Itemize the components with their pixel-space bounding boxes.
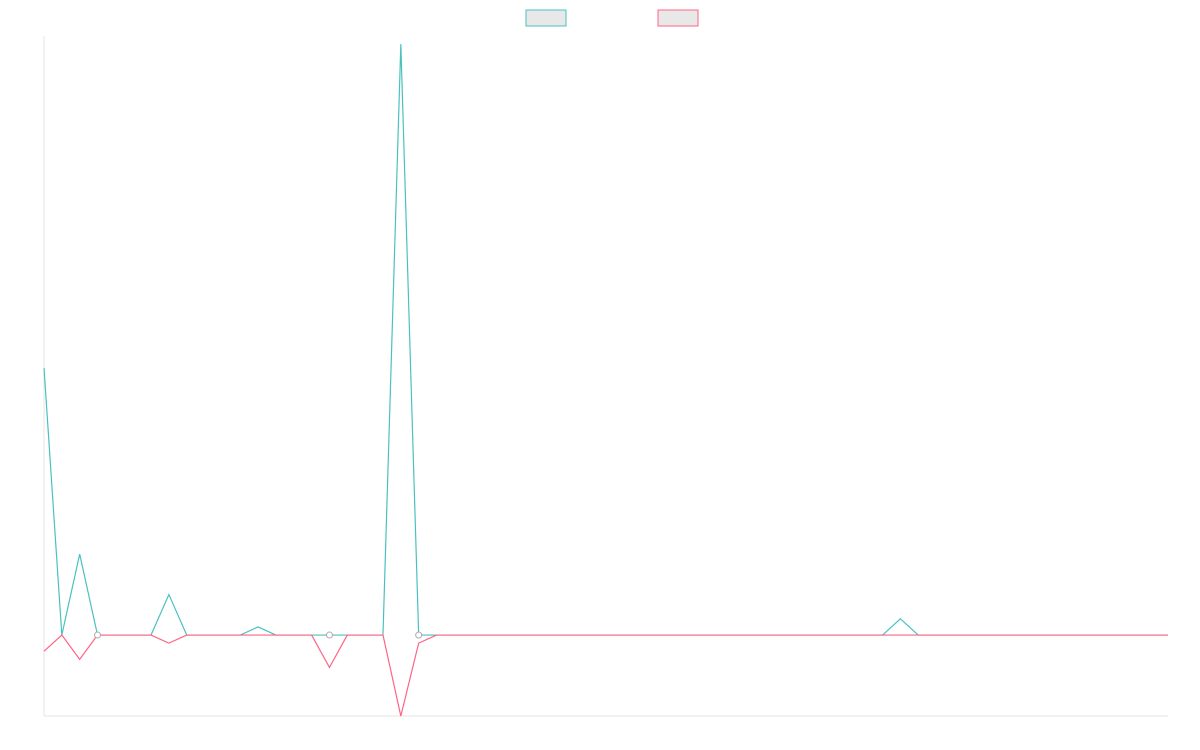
data-point-marker <box>325 631 333 639</box>
data-point-marker <box>415 631 423 639</box>
legend <box>525 9 699 27</box>
legend-swatch-1 <box>525 9 567 27</box>
axes <box>43 36 1168 717</box>
series-layer <box>43 44 1168 717</box>
series-line-2 <box>43 634 1168 717</box>
data-point-marker <box>94 631 102 639</box>
legend-swatch-2 <box>657 9 699 27</box>
series-line-1 <box>43 44 1168 636</box>
